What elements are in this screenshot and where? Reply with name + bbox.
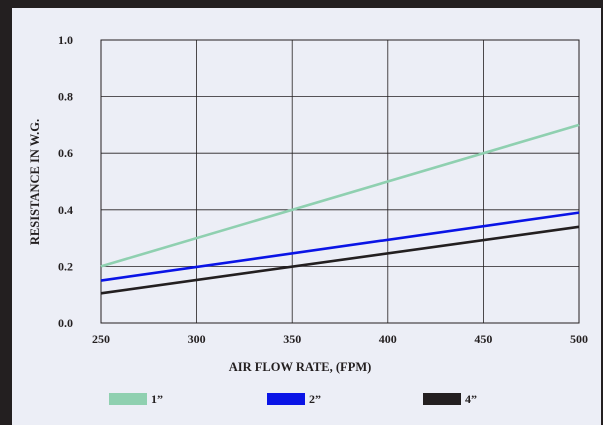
x-tick-labels: 250 300 350 400 450 500 xyxy=(92,332,588,346)
y-tick-label: 0.6 xyxy=(58,146,73,160)
y-tick-label: 1.0 xyxy=(58,33,73,47)
x-tick-label: 350 xyxy=(283,332,301,346)
y-tick-labels: 0.0 0.2 0.4 0.6 0.8 1.0 xyxy=(58,33,73,330)
legend-swatch-2 xyxy=(267,393,305,405)
y-axis-title: RESISTANCE IN W.G. xyxy=(28,119,42,245)
series-line-1 xyxy=(100,123,580,268)
y-tick-label: 0.0 xyxy=(58,316,73,330)
chart-panel: 0.0 0.2 0.4 0.6 0.8 1.0 250 300 350 400 450 500 RE… xyxy=(12,8,601,425)
legend-label-1: 1” xyxy=(151,392,163,406)
plot-frame xyxy=(100,39,580,324)
legend-swatch-3 xyxy=(423,393,461,405)
line-chart: 0.0 0.2 0.4 0.6 0.8 1.0 250 300 350 400 450 500 RE… xyxy=(28,33,588,406)
y-tick-label: 0.4 xyxy=(58,203,73,217)
series-layer xyxy=(100,123,580,295)
x-tick-label: 300 xyxy=(188,332,206,346)
x-tick-label: 250 xyxy=(92,332,110,346)
series-line-3 xyxy=(100,225,580,295)
y-tick-label: 0.8 xyxy=(58,90,73,104)
legend-label-2: 2” xyxy=(309,392,321,406)
x-axis-title: AIR FLOW RATE, (FPM) xyxy=(229,360,372,374)
x-tick-label: 500 xyxy=(570,332,588,346)
grid xyxy=(100,39,580,324)
x-tick-label: 450 xyxy=(474,332,492,346)
legend-swatch-1 xyxy=(109,393,147,405)
series-line-2 xyxy=(100,211,580,282)
legend: 1” 2” 4” xyxy=(109,392,477,406)
legend-label-3: 4” xyxy=(465,392,477,406)
y-tick-label: 0.2 xyxy=(58,259,73,273)
x-tick-label: 400 xyxy=(379,332,397,346)
